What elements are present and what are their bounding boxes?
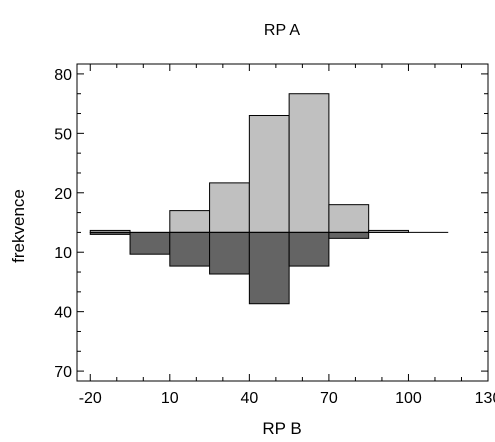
x-tick-label-5: 130 <box>475 390 495 407</box>
x-tick-label-4: 100 <box>395 390 422 407</box>
y-tick-label-5: 70 <box>54 364 72 381</box>
y-tick-label-3: 10 <box>54 245 72 262</box>
y-axis: 80 50 20 10 40 70 <box>54 67 488 381</box>
upper-bar-6 <box>328 204 370 233</box>
x-axis: -20 10 40 70 100 130 <box>79 64 495 407</box>
y-tick-label-1: 50 <box>54 126 72 143</box>
x-tick-label-3: 70 <box>320 390 338 407</box>
x-tick-label-1: 10 <box>161 390 179 407</box>
upper-bars <box>89 93 409 233</box>
plot-frame <box>76 63 489 382</box>
lower-bar-5 <box>288 231 330 267</box>
lower-bar-4 <box>248 231 290 305</box>
y-tick-label-4: 40 <box>54 305 72 322</box>
x-axis-label: RP B <box>262 419 301 437</box>
upper-bar-2 <box>169 210 211 233</box>
lower-bars <box>89 231 370 305</box>
lower-bar-3 <box>209 231 250 275</box>
chart-title: RP A <box>264 22 301 39</box>
lower-bar-6 <box>328 231 370 239</box>
y-axis-label: frekvence <box>9 189 28 263</box>
y-tick-label-2: 20 <box>54 186 72 203</box>
y-tick-label-0: 80 <box>54 67 72 84</box>
upper-bar-5 <box>288 93 330 233</box>
x-tick-label-0: -20 <box>79 390 102 407</box>
upper-bar-4 <box>248 115 290 233</box>
lower-bar-1 <box>129 231 171 255</box>
x-tick-label-2: 40 <box>240 390 258 407</box>
upper-bar-3 <box>209 182 250 233</box>
lower-bar-2 <box>169 231 211 267</box>
